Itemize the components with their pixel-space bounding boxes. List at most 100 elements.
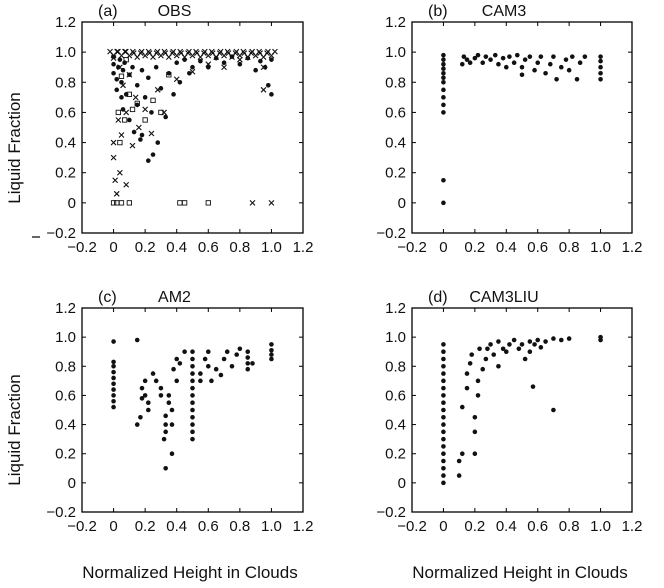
panel-a-point-cross [110,139,117,146]
panel-d-point [538,345,544,350]
panel-a-xtick-label: 1.2 [293,239,314,256]
panel-b-point [569,54,575,59]
panel-a-title: OBS [158,3,192,20]
panel-d-point [483,356,489,362]
panel-d-point [441,458,446,464]
panel-b-point [441,79,446,85]
panel-a-point [119,95,124,100]
panel-c-point [158,393,164,398]
panel-c-point [190,429,195,435]
panel-a-point [127,117,132,123]
panel-a-point-square [166,72,172,78]
panel-a-point [111,54,116,59]
panel-d-point [558,337,564,343]
panel-c-point [229,363,235,369]
panel-a-xtick-label: 0.8 [229,239,250,256]
panel-c-point [190,371,195,376]
panel-d-ytick-label: 1.2 [385,300,406,317]
panel-a-point-cross [268,199,275,206]
panel-c-point [163,422,168,427]
panel-c-point [190,414,195,420]
panel-d-label: (d) [428,289,448,306]
panel-b-xtick-label: −0.2 [397,239,427,256]
panel-a-ytick-label: 0 [68,195,76,212]
panel-c-point [111,381,116,387]
panel-d-point [511,337,517,343]
panel-c-point [161,436,167,442]
panel-c-point [111,393,116,398]
panel-a-point-cross [148,130,155,137]
panel-b-point [441,110,446,115]
panel-d-point [522,356,528,362]
panel-b-point [558,64,564,70]
panel-a-ytick-label: 1.2 [55,14,76,31]
panel-d-xtick-label: 0.4 [496,518,517,535]
panel-b-point [441,87,446,93]
panel-d-point [527,349,533,355]
panel-d-point [441,465,446,471]
panel-d-point [516,346,522,352]
panel-d-point [441,356,446,362]
panel-c-point [182,349,187,355]
panel-d-point [456,458,462,464]
panel-c-point [224,349,230,355]
panel-a-point-square [205,200,211,206]
panel-a-point-cross [110,55,117,62]
panel-b-point [532,67,537,73]
panel-d-point [551,336,556,341]
panel-a-point-cross [110,154,117,161]
panel-b-ytick-label: 0.2 [385,165,406,182]
panel-a-point-square [121,117,128,123]
panel-a-point [174,60,180,65]
panel-c-point [190,422,195,427]
panel-b-point [496,61,501,67]
panel-b-point [441,52,446,58]
panel-a-point-cross [173,76,180,83]
panel-a-point-band [114,48,120,55]
panel-c-point [146,400,151,406]
panel-c-point [190,349,195,355]
panel-a-point-square [134,100,140,107]
panel-c-point [111,363,116,369]
panel-a-point-cross [189,68,196,75]
panel-d-point [441,363,446,369]
panel-d-title: CAM3LIU [469,289,538,306]
panel-b-point [492,52,498,58]
panel-a-point [146,75,151,81]
panel-b-point [441,57,446,62]
panel-c-point [166,400,172,406]
panel-d-point [467,361,473,366]
panel-a-point-cross [126,71,133,78]
panel-c-point [142,393,148,398]
panel-c-point [174,378,180,384]
panel-d-point [566,336,572,341]
panel-d-point [496,339,501,344]
panel-c-point [202,356,208,362]
panel-d-point [441,349,446,355]
xlabel-bottom-left: Normalized Height in Clouds [82,563,297,582]
panel-a-ytick-label: 1.0 [55,44,76,61]
panel-a-point-cross [142,106,149,113]
panel-b-point [441,70,446,76]
panel-c-xtick-label: −0.2 [67,518,97,535]
panel-c-xtick-label: 1.2 [293,518,314,535]
panel-c-label: (c) [98,289,117,306]
panel-c-point [111,339,116,344]
panel-d-point [441,407,446,413]
panel-a-point [269,92,274,97]
panel-d-point [530,384,536,389]
panel-a-ytick-label: 0.4 [55,135,76,152]
panel-b-point [464,57,470,62]
panel-b-point [598,54,603,59]
panel-d-point [469,352,475,357]
panel-d-point [480,366,486,372]
panel-d-point [441,378,446,384]
panel-d-point [441,342,446,347]
panel-b-point [574,76,580,82]
panel-d-point [532,342,537,347]
panel-a-point-square [114,200,120,206]
panel-c-ytick-label: 0 [68,475,76,492]
panel-c-point [169,422,175,427]
panel-b-point [459,61,465,67]
panel-d-point [500,346,506,352]
